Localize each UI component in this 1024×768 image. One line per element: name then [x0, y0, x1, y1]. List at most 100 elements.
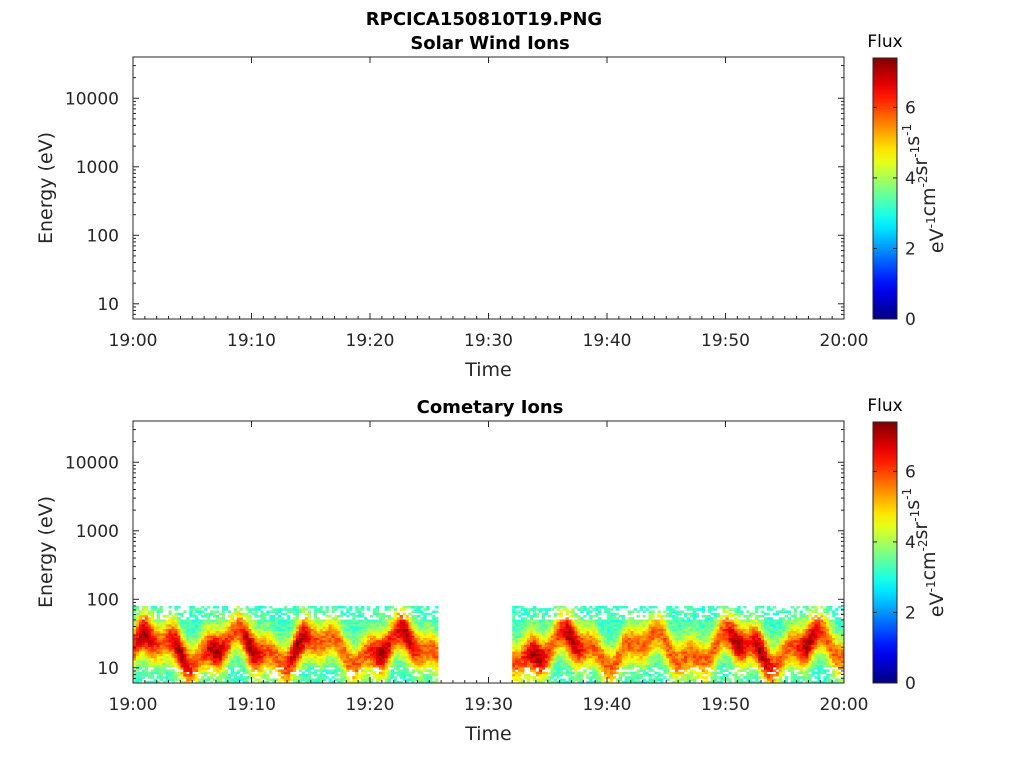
- spectrogram-cell: [372, 639, 377, 643]
- spectrogram-cell: [556, 637, 560, 641]
- spectrogram-cell: [361, 664, 365, 668]
- spectrogram-cell: [367, 642, 371, 645]
- spectrogram-cell: [598, 646, 602, 650]
- spectrogram-cell: [571, 658, 575, 661]
- spectrogram-cell: [535, 612, 540, 616]
- spectrogram-cell: [284, 612, 288, 616]
- spectrogram-cell: [150, 608, 155, 611]
- spectrogram-cell: [420, 646, 424, 650]
- spectrogram-cell: [609, 649, 614, 652]
- spectrogram-cell: [515, 653, 519, 657]
- spectrogram-cell: [586, 637, 590, 641]
- spectrogram-cell: [598, 633, 602, 636]
- spectrogram-cell: [307, 676, 312, 679]
- spectrogram-cell: [221, 642, 226, 645]
- spectrogram-cell: [272, 655, 276, 659]
- spectrogram-cell: [343, 676, 347, 679]
- spectrogram-cell: [429, 669, 433, 672]
- y-tick-label: 100: [87, 226, 119, 246]
- spectrogram-cell: [547, 651, 552, 654]
- spectrogram-cell: [141, 610, 146, 614]
- spectrogram-cell: [684, 655, 688, 659]
- spectrogram-cell: [580, 649, 584, 652]
- spectrogram-cell: [574, 662, 578, 666]
- spectrogram-cell: [364, 653, 368, 657]
- spectrogram-cell: [304, 646, 309, 650]
- spectrogram-cell: [621, 619, 626, 623]
- spectrogram-cell: [144, 673, 149, 677]
- spectrogram-cell: [319, 664, 323, 668]
- spectrogram-cell: [328, 639, 332, 643]
- spectrogram-cell: [639, 664, 643, 668]
- spectrogram-cell: [201, 671, 205, 675]
- spectrogram-cell: [168, 669, 172, 672]
- spectrogram-cell: [651, 630, 655, 634]
- spectrogram-cell: [340, 639, 344, 643]
- spectrogram-cell: [153, 667, 157, 670]
- spectrogram-cell: [630, 630, 634, 634]
- spectrogram-cell: [331, 619, 335, 623]
- spectrogram-cell: [589, 644, 593, 648]
- spectrogram-cell: [316, 637, 320, 641]
- spectrogram-cell: [198, 646, 202, 650]
- spectrogram-cell: [138, 617, 143, 620]
- spectrogram-cell: [571, 649, 575, 652]
- spectrogram-cell: [515, 639, 519, 643]
- spectrogram-cell: [589, 653, 593, 657]
- spectrogram-cell: [224, 680, 229, 684]
- spectrogram-cell: [133, 621, 137, 625]
- spectrogram-cell: [675, 662, 679, 666]
- spectrogram-cell: [574, 642, 578, 645]
- spectrogram-cell: [307, 614, 312, 618]
- spectrogram-cell: [609, 676, 614, 679]
- spectrogram-cell: [212, 658, 217, 661]
- spectrogram-cell: [171, 671, 175, 675]
- spectrogram-cell: [595, 614, 599, 618]
- spectrogram-cell: [601, 630, 605, 634]
- spectrogram-cell: [660, 673, 664, 677]
- spectrogram-cell: [375, 658, 380, 661]
- spectrogram-cell: [686, 653, 691, 657]
- spectrogram-cell: [524, 651, 528, 654]
- spectrogram-cell: [287, 658, 291, 661]
- spectrogram-cell: [518, 649, 522, 652]
- spectrogram-cell: [159, 660, 163, 663]
- spectrogram-cell: [239, 612, 243, 616]
- spectrogram-cell: [290, 644, 294, 648]
- spectrogram-cell: [201, 626, 205, 629]
- spectrogram-cell: [535, 639, 540, 643]
- spectrogram-cell: [319, 605, 323, 609]
- spectrogram-cell: [207, 637, 211, 641]
- spectrogram-cell: [636, 651, 640, 654]
- spectrogram-cell: [426, 673, 430, 677]
- spectrogram-cell: [195, 664, 199, 668]
- spectrogram-cell: [420, 621, 424, 625]
- spectrogram-cell: [343, 637, 347, 641]
- spectrogram-cell: [133, 642, 137, 645]
- spectrogram-cell: [263, 639, 267, 643]
- spectrogram-cell: [411, 619, 415, 623]
- spectrogram-cell: [547, 642, 552, 645]
- spectrogram-cell: [153, 639, 157, 643]
- spectrogram-cell: [135, 669, 140, 672]
- spectrogram-cell: [370, 637, 374, 641]
- spectrogram-cell: [236, 630, 240, 634]
- spectrogram-cell: [663, 614, 667, 618]
- spectrogram-cell: [355, 671, 359, 675]
- spectrogram-cell: [642, 624, 646, 627]
- spectrogram-cell: [580, 664, 584, 668]
- spectrogram-cell: [689, 644, 694, 648]
- spectrogram-cell: [541, 614, 546, 618]
- spectrogram-cell: [429, 658, 433, 661]
- spectrogram-cell: [198, 612, 202, 616]
- spectrogram-cell: [177, 626, 181, 629]
- spectrogram-cell: [236, 633, 240, 636]
- spectrogram-cell: [372, 630, 377, 634]
- spectrogram-cell: [663, 651, 667, 654]
- spectrogram-cell: [186, 626, 190, 629]
- spectrogram-cell: [592, 655, 596, 659]
- spectrogram-cell: [207, 621, 211, 625]
- spectrogram-cell: [251, 669, 255, 672]
- spectrogram-cell: [263, 605, 267, 609]
- spectrogram-cell: [645, 658, 649, 661]
